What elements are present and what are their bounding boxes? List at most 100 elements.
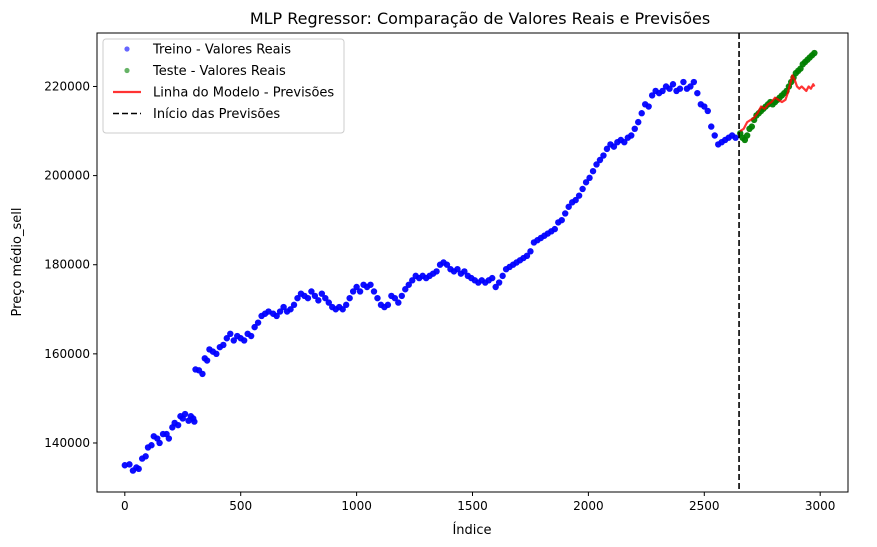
data-point-0-131 <box>558 216 565 224</box>
data-point-0-86 <box>402 286 409 293</box>
x-tick-label-2: 1000 <box>341 499 372 513</box>
data-point-0-173 <box>704 107 711 115</box>
data-point-1-3 <box>743 132 751 139</box>
data-point-0-101 <box>454 265 461 273</box>
data-point-0-32 <box>213 350 220 358</box>
data-point-0-40 <box>240 337 248 344</box>
x-tick-label-3: 1500 <box>457 499 488 513</box>
data-point-0-72 <box>353 283 360 291</box>
data-point-0-1 <box>126 461 133 468</box>
data-point-0-169 <box>690 78 698 86</box>
data-point-0-151 <box>628 132 635 139</box>
data-point-0-71 <box>349 288 357 295</box>
data-point-0-135 <box>572 196 579 204</box>
y-tick-label-3: 200000 <box>44 169 90 183</box>
data-point-0-54 <box>290 301 298 309</box>
y-axis-label: Preço médio_sell <box>10 208 25 317</box>
x-tick-label-4: 2000 <box>573 499 604 513</box>
data-point-0-34 <box>220 341 227 349</box>
data-point-0-172 <box>701 103 708 110</box>
legend-label-1: Teste - Valores Reais <box>152 64 286 79</box>
data-point-0-11 <box>156 439 163 447</box>
data-point-0-81 <box>384 301 392 309</box>
data-point-0-152 <box>631 125 638 133</box>
data-point-0-59 <box>308 288 315 295</box>
data-point-0-149 <box>621 138 628 146</box>
data-point-0-129 <box>551 225 558 233</box>
legend-box <box>102 38 345 134</box>
legend-marker-1 <box>124 67 130 74</box>
legend-marker-0 <box>124 46 130 52</box>
x-tick-label-1: 500 <box>229 499 252 513</box>
legend-label-2: Linha do Modelo - Previsões <box>153 86 334 101</box>
data-point-1-5 <box>748 123 756 130</box>
data-point-0-24 <box>191 418 198 425</box>
data-point-0-51 <box>280 303 287 311</box>
data-point-0-62 <box>318 290 326 297</box>
x-tick-label-0: 0 <box>121 499 129 513</box>
data-point-0-69 <box>342 301 350 309</box>
data-point-0-35 <box>223 335 231 342</box>
data-point-0-168 <box>687 83 694 90</box>
data-point-0-58 <box>304 294 312 302</box>
data-point-0-55 <box>294 294 301 302</box>
y-tick-label-0: 140000 <box>44 436 90 450</box>
data-point-0-98 <box>443 261 451 268</box>
data-point-0-20 <box>181 410 189 418</box>
data-point-0-122 <box>527 248 534 255</box>
data-point-0-153 <box>635 118 642 126</box>
data-point-0-138 <box>582 179 590 186</box>
legend-label-0: Treino - Valores Reais <box>152 43 291 58</box>
plot-marks <box>121 33 818 492</box>
data-point-0-63 <box>322 294 329 302</box>
data-point-0-112 <box>492 283 499 291</box>
data-point-0-88 <box>409 277 416 284</box>
data-point-0-111 <box>489 274 496 282</box>
y-tick-label-1: 160000 <box>44 347 90 361</box>
legend: Treino - Valores Reais Teste - Valores Re… <box>102 38 345 134</box>
y-tick-label-2: 180000 <box>44 258 90 272</box>
x-axis-label: Índice <box>452 522 491 538</box>
series-line-2 <box>739 74 816 132</box>
data-point-0-70 <box>346 294 353 302</box>
data-point-1-32 <box>811 49 818 57</box>
data-point-0-157 <box>648 92 656 99</box>
data-point-0-44 <box>254 319 262 326</box>
data-point-0-114 <box>499 272 506 280</box>
data-point-0-37 <box>230 337 237 344</box>
data-point-0-43 <box>251 323 258 331</box>
data-point-0-143 <box>600 152 607 159</box>
data-point-0-68 <box>339 306 346 313</box>
chart-title: MLP Regressor: Comparação de Valores Rea… <box>250 9 710 28</box>
data-point-0-76 <box>367 281 374 288</box>
axis-ticks: 0 500 1000 1500 2000 2500 3000 140000 160000 1800… <box>44 79 835 513</box>
data-point-0-78 <box>374 294 381 302</box>
data-point-0-144 <box>603 145 611 153</box>
data-point-0-136 <box>575 192 583 199</box>
x-tick-label-6: 3000 <box>805 499 836 513</box>
data-point-0-50 <box>276 308 284 315</box>
data-point-0-132 <box>562 210 569 217</box>
data-point-0-83 <box>391 294 399 302</box>
data-point-0-170 <box>694 89 701 97</box>
data-point-0-84 <box>395 299 402 306</box>
data-point-0-53 <box>287 306 294 313</box>
data-point-0-61 <box>315 297 322 304</box>
data-point-0-156 <box>645 103 652 110</box>
data-point-0-73 <box>356 288 364 295</box>
data-point-0-166 <box>680 78 687 86</box>
data-point-0-165 <box>676 85 684 92</box>
data-point-0-77 <box>370 288 378 295</box>
data-point-0-64 <box>325 299 332 306</box>
data-point-0-133 <box>565 203 572 210</box>
data-point-0-60 <box>311 292 319 300</box>
data-point-0-27 <box>199 370 206 378</box>
legend-label-3: Início das Previsões <box>153 107 280 122</box>
data-point-0-140 <box>589 167 597 175</box>
data-point-0-95 <box>433 268 440 275</box>
data-point-0-142 <box>596 156 604 164</box>
data-point-0-175 <box>711 132 718 139</box>
data-point-0-141 <box>593 161 600 168</box>
data-point-0-139 <box>586 174 593 182</box>
